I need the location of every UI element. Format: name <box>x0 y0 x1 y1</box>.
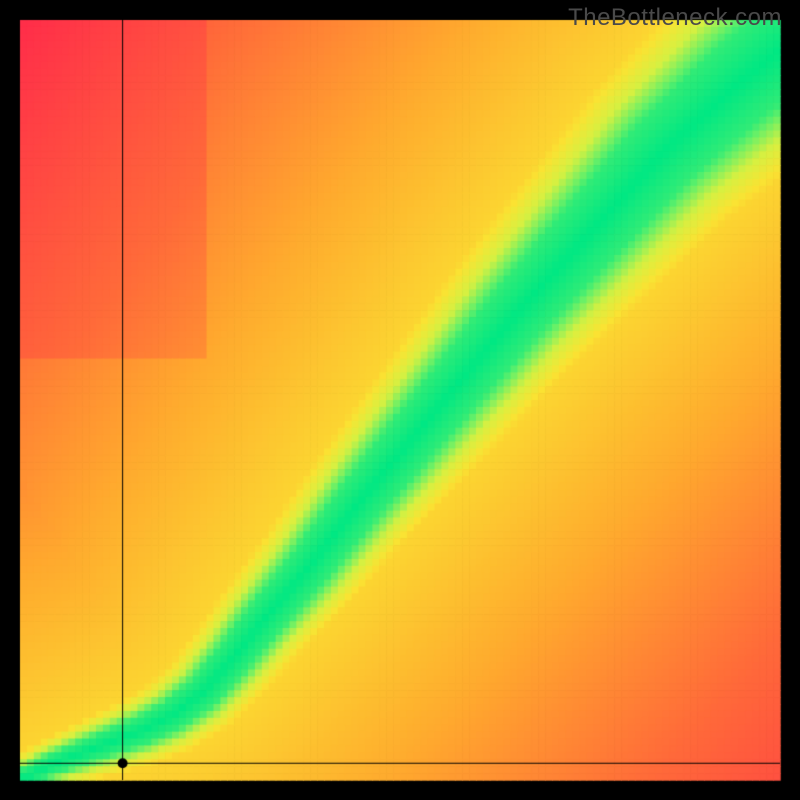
chart-container: TheBottleneck.com <box>0 0 800 800</box>
watermark-text: TheBottleneck.com <box>568 4 782 32</box>
heatmap-canvas <box>0 0 800 800</box>
